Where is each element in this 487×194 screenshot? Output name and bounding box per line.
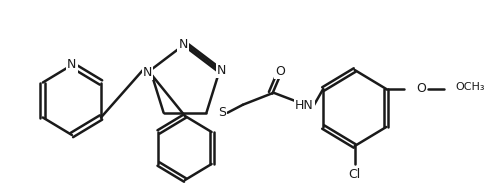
Text: HN: HN (295, 99, 314, 112)
Text: OCH₃: OCH₃ (455, 82, 485, 92)
Text: S: S (218, 106, 226, 119)
Text: N: N (67, 59, 76, 72)
Text: N: N (178, 37, 188, 50)
Text: O: O (275, 65, 285, 78)
Text: O: O (416, 82, 426, 95)
Text: N: N (143, 66, 152, 79)
Text: N: N (217, 64, 226, 77)
Text: Cl: Cl (349, 167, 361, 180)
